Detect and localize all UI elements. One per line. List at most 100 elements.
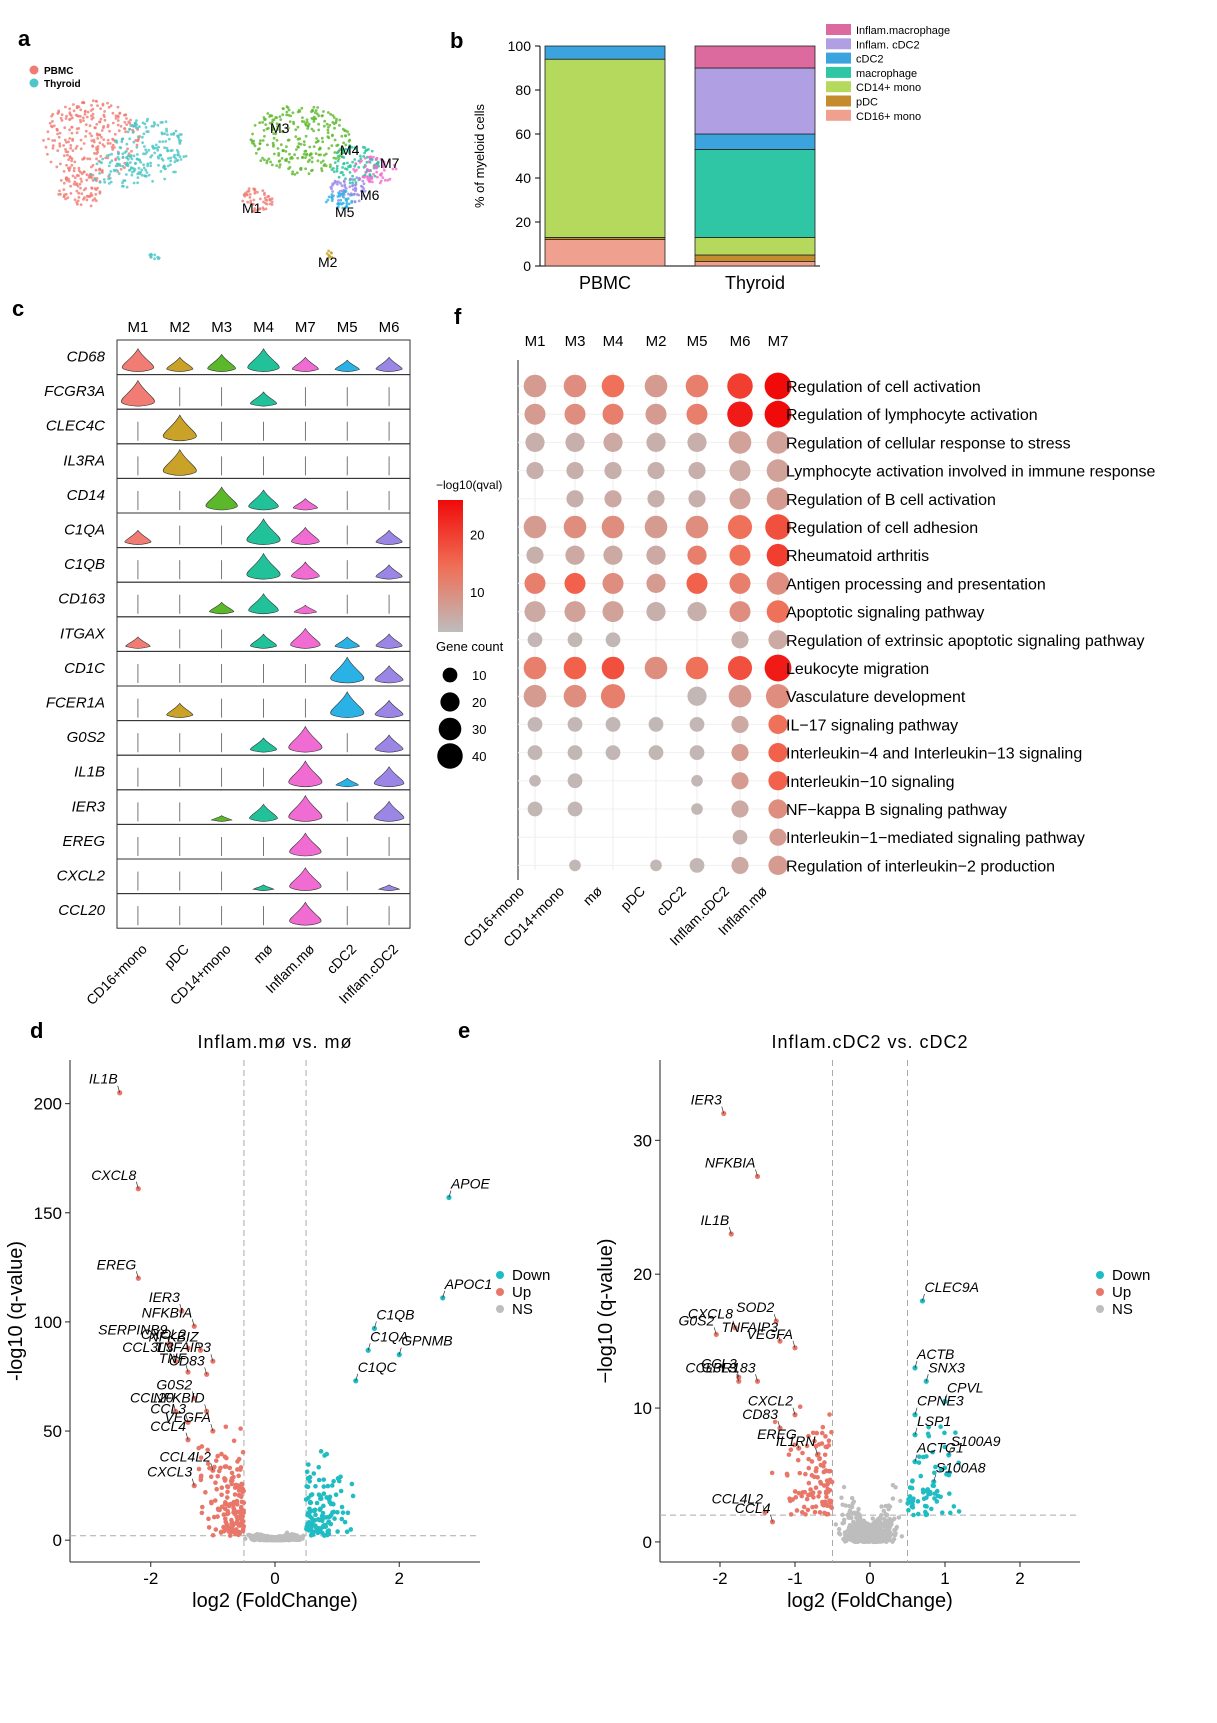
umap-point bbox=[53, 139, 57, 142]
volcano-point bbox=[318, 1506, 323, 1512]
umap-point bbox=[153, 122, 157, 126]
umap-point bbox=[79, 114, 82, 118]
volcano-point bbox=[861, 1534, 866, 1540]
label-leader bbox=[204, 1367, 208, 1375]
umap-point bbox=[333, 161, 337, 165]
umap-point bbox=[347, 202, 351, 206]
label-leader bbox=[355, 1373, 359, 1381]
umap-point bbox=[58, 131, 62, 135]
volcano-point bbox=[239, 1519, 245, 1524]
umap-point bbox=[293, 173, 297, 176]
volcano-point bbox=[816, 1442, 822, 1447]
pathway-dot bbox=[647, 462, 665, 480]
umap-point bbox=[71, 174, 75, 178]
umap-point bbox=[114, 117, 118, 120]
volcano-point bbox=[326, 1497, 332, 1502]
volcano-point bbox=[301, 1533, 306, 1538]
stacked-bar-chart: 0 20 40 60 80 100 % of myeloid cells PBMC Thyroi… bbox=[472, 24, 950, 293]
size-legend-dot bbox=[437, 743, 463, 769]
volcano-point bbox=[887, 1504, 893, 1509]
umap-point bbox=[312, 145, 316, 149]
label-leader bbox=[198, 1343, 201, 1351]
umap-point bbox=[117, 172, 121, 176]
gene-point-label: CXCL2 bbox=[748, 1393, 793, 1409]
umap-point bbox=[149, 255, 153, 259]
gene-point-label: APOC1 bbox=[444, 1276, 492, 1292]
x-axis-label: log2 (FoldChange) bbox=[192, 1590, 358, 1612]
umap-point bbox=[325, 252, 329, 255]
umap-point bbox=[314, 141, 318, 144]
umap-point bbox=[134, 139, 138, 142]
umap-point bbox=[271, 141, 275, 145]
volcano-point bbox=[223, 1424, 229, 1430]
size-legend-title: Gene count bbox=[436, 639, 504, 654]
volcano-point bbox=[817, 1490, 822, 1495]
volcano-point bbox=[894, 1524, 900, 1530]
volcano-point bbox=[826, 1438, 832, 1444]
pathway-dot bbox=[646, 545, 666, 565]
volcano-point bbox=[890, 1539, 895, 1544]
umap-point bbox=[316, 139, 320, 143]
violin-mark bbox=[292, 498, 318, 511]
umap-point bbox=[67, 158, 70, 162]
gene-point-label: CXCL2 bbox=[141, 1326, 186, 1342]
umap-point bbox=[340, 184, 344, 188]
volcano-point bbox=[321, 1491, 327, 1496]
umap-point bbox=[366, 177, 370, 181]
volcano-point bbox=[932, 1470, 937, 1476]
umap-point bbox=[324, 164, 328, 168]
volcano-point bbox=[826, 1443, 832, 1448]
pathway-dot bbox=[565, 432, 585, 453]
umap-point bbox=[247, 187, 251, 191]
umap-point bbox=[158, 140, 162, 144]
y-tick-label: 40 bbox=[515, 170, 531, 186]
volcano-point bbox=[788, 1447, 794, 1452]
umap-point bbox=[261, 206, 265, 210]
volcano-point bbox=[910, 1497, 916, 1502]
umap-point bbox=[79, 147, 83, 151]
volcano-point bbox=[215, 1506, 221, 1512]
umap-point bbox=[46, 152, 49, 156]
x-tick-label: -2 bbox=[712, 1569, 727, 1588]
volcano-point bbox=[219, 1504, 225, 1510]
volcano-point bbox=[339, 1504, 345, 1510]
umap-point bbox=[256, 148, 260, 151]
volcano-point bbox=[906, 1507, 911, 1513]
size-legend-dot bbox=[438, 717, 462, 741]
umap-point bbox=[130, 123, 134, 127]
umap-point bbox=[129, 166, 133, 170]
volcano-point bbox=[820, 1424, 826, 1430]
violin-mark bbox=[120, 379, 155, 407]
volcano-point bbox=[335, 1509, 340, 1515]
umap-point bbox=[51, 146, 55, 150]
volcano-point bbox=[208, 1474, 214, 1480]
legend-label: Down bbox=[512, 1267, 550, 1284]
volcano-point bbox=[883, 1503, 888, 1509]
umap-point bbox=[267, 157, 271, 161]
volcano-point bbox=[893, 1485, 898, 1490]
volcano-point bbox=[205, 1447, 211, 1453]
umap-point bbox=[268, 198, 272, 202]
pathway-dot bbox=[563, 515, 587, 539]
gene-point-label: CCL3L3 bbox=[122, 1339, 174, 1355]
gene-point-label: SERPINB9 bbox=[98, 1322, 167, 1338]
volcano-point bbox=[344, 1529, 350, 1535]
umap-point bbox=[386, 178, 390, 182]
umap-point bbox=[326, 131, 330, 135]
violin-mark bbox=[162, 448, 197, 476]
volcano-point bbox=[925, 1431, 931, 1437]
pathway-dot bbox=[567, 717, 583, 732]
umap-point bbox=[64, 197, 67, 201]
umap-point bbox=[132, 154, 136, 158]
volcano-point bbox=[892, 1516, 897, 1521]
umap-point bbox=[111, 148, 115, 151]
y-axis-label: −log10 (q-value) bbox=[595, 1238, 617, 1383]
pathway-dot bbox=[687, 686, 707, 706]
umap-point bbox=[139, 171, 143, 174]
volcano-point bbox=[865, 1536, 870, 1541]
label-leader bbox=[721, 1106, 725, 1114]
violin-mark bbox=[249, 803, 278, 822]
umap-point bbox=[141, 141, 145, 145]
gene-point-label: S100A9 bbox=[951, 1433, 1001, 1449]
